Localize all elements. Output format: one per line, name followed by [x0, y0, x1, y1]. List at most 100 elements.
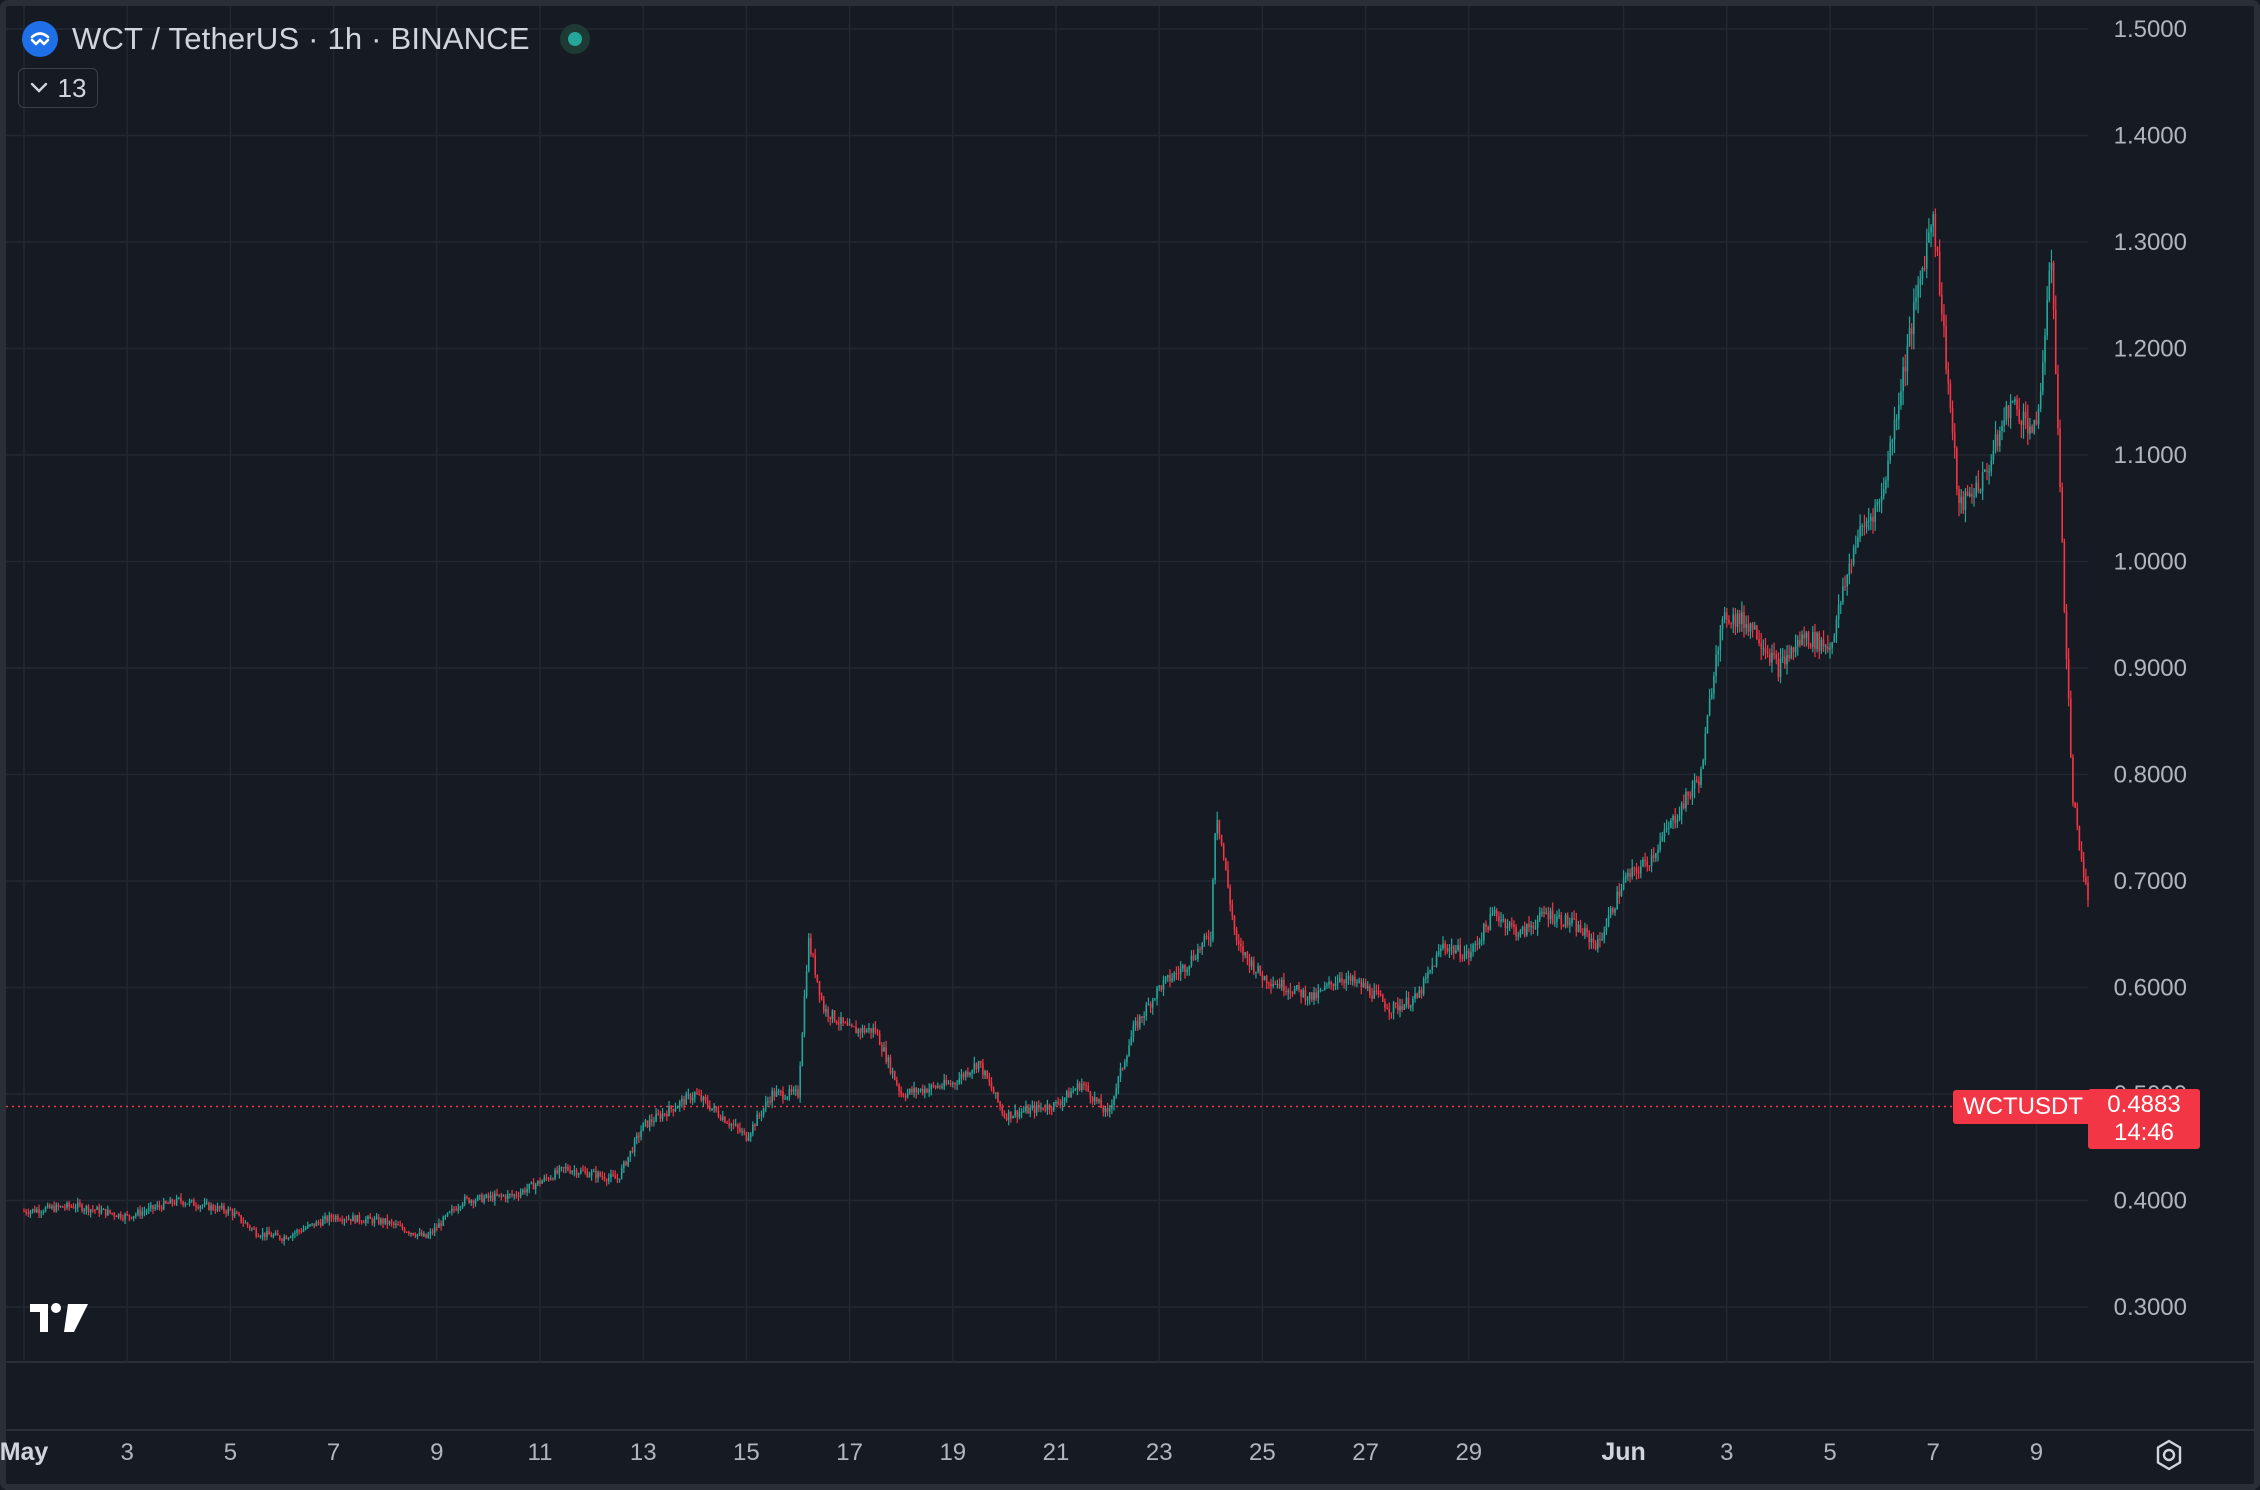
candle-body — [595, 1171, 597, 1179]
candle-body — [1502, 919, 1504, 921]
x-tick-label: 5 — [224, 1439, 237, 1466]
candle-body — [638, 1135, 640, 1138]
x-tick-label: 27 — [1352, 1439, 1379, 1466]
candle-body — [169, 1199, 171, 1204]
candle-body — [870, 1028, 872, 1033]
candle-body — [476, 1195, 479, 1201]
candle-body — [231, 1210, 234, 1216]
candle-body — [128, 1214, 131, 1217]
candle-body — [1973, 495, 1975, 497]
candle-body — [1149, 1003, 1152, 1008]
candle-body — [178, 1197, 180, 1199]
candle-body — [1672, 815, 1674, 821]
candle-body — [135, 1214, 137, 1217]
candle-body — [1136, 1020, 1139, 1028]
candle-body — [2001, 425, 2003, 432]
candle-body — [451, 1208, 453, 1212]
candle-body — [188, 1200, 191, 1204]
candle-body — [1650, 855, 1653, 867]
candle-body — [1870, 516, 1872, 521]
candle-body — [1691, 788, 1694, 797]
candle-body — [115, 1215, 118, 1218]
symbol-header[interactable]: WCT / TetherUS · 1h · BINANCE — [22, 14, 590, 64]
candle-body — [429, 1231, 432, 1235]
candle-body — [1130, 1036, 1133, 1046]
candle-body — [537, 1180, 539, 1185]
candle-body — [1175, 973, 1178, 975]
candle-body — [1169, 975, 1171, 982]
candle-body — [408, 1232, 410, 1234]
candle-body — [1925, 242, 1928, 269]
candle-body — [113, 1213, 116, 1216]
candle-body — [377, 1217, 380, 1224]
candle-body — [1375, 990, 1378, 992]
candle-body — [1341, 978, 1343, 982]
candle-body — [208, 1202, 210, 1211]
candle-body — [1597, 939, 1599, 950]
candle-body — [466, 1196, 468, 1198]
candle-body — [1558, 915, 1560, 917]
candle-body — [324, 1216, 326, 1220]
candle-body — [1945, 326, 1947, 370]
candle-body — [874, 1027, 877, 1032]
gear-icon[interactable] — [2152, 1438, 2186, 1472]
candle-body — [1769, 653, 1771, 663]
candle-body — [343, 1219, 346, 1222]
candle-body — [1480, 940, 1483, 942]
candle-body — [414, 1235, 417, 1237]
candle-body — [2059, 428, 2061, 488]
candle-body — [1272, 983, 1274, 987]
candle-body — [1506, 926, 1509, 928]
candle-body — [1308, 992, 1311, 999]
candle-body — [1523, 926, 1526, 936]
candle-body — [732, 1124, 735, 1126]
candle-body — [620, 1167, 623, 1179]
candle-body — [1407, 997, 1410, 1008]
candle-body — [1790, 647, 1793, 659]
candle-body — [949, 1083, 952, 1085]
candle-body — [44, 1207, 47, 1212]
candle-body — [876, 1031, 879, 1034]
candle-body — [1956, 447, 1958, 490]
candle-body — [1210, 939, 1212, 941]
last-price-value: 0.4883 — [2107, 1091, 2181, 1118]
candle-body — [1104, 1108, 1107, 1113]
candle-body — [311, 1223, 313, 1225]
candle-body — [2048, 270, 2051, 300]
candle-body — [1321, 989, 1324, 991]
candle-body — [436, 1227, 438, 1229]
candle-body — [1366, 986, 1369, 989]
indicator-count: 13 — [57, 72, 87, 103]
candle-body — [1863, 525, 1866, 527]
candle-body — [635, 1135, 638, 1140]
candle-body — [369, 1216, 371, 1219]
candle-body — [2039, 391, 2042, 409]
candle-body — [49, 1204, 51, 1209]
candle-body — [653, 1121, 655, 1123]
candle-body — [1938, 251, 1941, 295]
candle-body — [2029, 426, 2031, 434]
candle-body — [569, 1170, 571, 1173]
candle-body — [1629, 872, 1631, 877]
tradingview-logo-icon[interactable] — [28, 1300, 92, 1336]
candle-body — [1751, 623, 1754, 630]
candle-body — [1115, 1088, 1117, 1097]
candle-body — [270, 1234, 273, 1237]
candle-body — [1560, 915, 1563, 925]
candle-body — [1659, 841, 1661, 850]
candle-body — [1949, 383, 1952, 409]
candle-body — [599, 1172, 601, 1177]
candle-body — [96, 1207, 98, 1211]
candle-body — [1646, 861, 1649, 866]
candle-body — [1336, 982, 1339, 984]
candle-body — [126, 1214, 128, 1216]
axes: 0.30000.40000.50000.60000.70000.80000.90… — [0, 16, 2187, 1466]
candle-body — [1248, 957, 1251, 967]
candle-body — [1799, 640, 1801, 646]
indicators-toggle-button[interactable]: 13 — [18, 68, 98, 108]
candle-body — [663, 1113, 666, 1115]
candle-body — [762, 1108, 765, 1115]
candle-body — [448, 1211, 451, 1213]
candle-body — [1384, 1001, 1386, 1008]
